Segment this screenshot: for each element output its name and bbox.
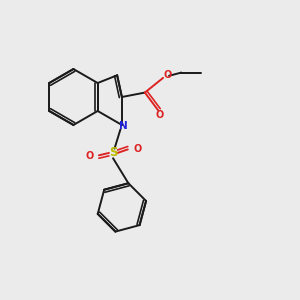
Text: O: O: [164, 70, 172, 80]
Text: O: O: [86, 151, 94, 161]
Text: O: O: [133, 144, 141, 154]
Text: S: S: [109, 146, 117, 159]
Text: N: N: [119, 122, 128, 131]
Text: O: O: [155, 110, 164, 120]
